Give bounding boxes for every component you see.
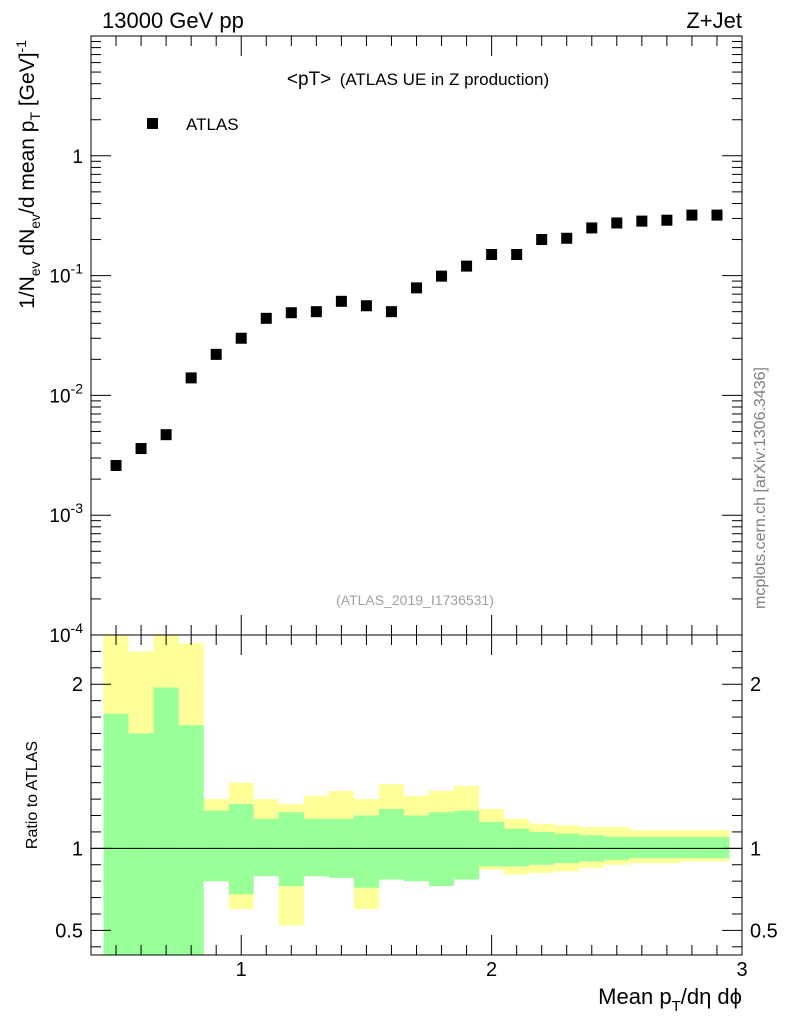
plot-title-main: <pT> (287, 69, 331, 90)
y-tick-label: 10-1 (49, 261, 83, 288)
data-point (235, 332, 247, 344)
data-point (436, 270, 448, 282)
plot-title-sub: (ATLAS UE in Z production) (340, 70, 549, 89)
inner-band-bin (128, 733, 154, 955)
process-header: Z+Jet (686, 8, 742, 33)
data-point (461, 260, 473, 272)
inner-band-bin (679, 836, 705, 859)
ratio-y-tick-label-right: 2 (750, 674, 761, 696)
data-point (561, 232, 573, 244)
data-point (661, 214, 673, 226)
inner-band-bin (479, 822, 505, 867)
ratio-y-axis-label: Ratio to ATLAS (24, 741, 41, 849)
legend-marker (147, 118, 158, 129)
data-point (360, 300, 372, 312)
data-point (335, 295, 347, 307)
inner-band-bin (429, 812, 455, 887)
data-point (486, 249, 498, 261)
data-point (260, 312, 272, 324)
data-point (636, 215, 648, 227)
data-point (385, 306, 397, 318)
plot-title: <pT> (ATLAS UE in Z production) (287, 69, 549, 90)
ratio-uncertainty-bands (103, 635, 730, 955)
inner-band-bin (228, 804, 254, 895)
data-point (686, 209, 698, 221)
inner-band-bin (504, 828, 530, 867)
y-tick-label: 10-4 (49, 620, 83, 647)
main-y-tick-labels: 10-4 10-3 10-2 10-1 1 (49, 147, 83, 647)
analysis-watermark: (ATLAS_2019_I1736531) (336, 592, 494, 608)
ratio-panel: 0.5 0.5 1 1 2 2 1 2 3 Ratio to ATLAS Mean pT/dη … (24, 634, 778, 1015)
main-y-axis-ticks (91, 40, 742, 636)
legend-label: ATLAS (186, 115, 239, 134)
ratio-y-tick-label-right: 1 (750, 838, 761, 860)
inner-band-bin (353, 815, 379, 888)
data-point (586, 222, 598, 234)
x-tick-label: 3 (736, 959, 747, 981)
data-point (160, 429, 172, 441)
inner-band-bin (203, 810, 229, 882)
y-tick-label: 1 (72, 147, 83, 168)
inner-band-bin (629, 836, 655, 859)
ratio-y-tick-label-right: 0.5 (750, 920, 778, 942)
inner-band-bin (153, 687, 179, 955)
inner-band-bin (654, 836, 680, 859)
x-tick-label: 1 (236, 959, 247, 981)
inner-band-bin (303, 818, 329, 877)
ratio-axis-ticks (90, 634, 743, 955)
inner-band-bin (378, 808, 404, 880)
inner-band-bin (103, 713, 129, 955)
x-axis-label: Mean pT/dη dϕ (598, 984, 742, 1015)
y-tick-label: 10-3 (49, 500, 83, 527)
ratio-y-tick-label: 0.5 (55, 920, 83, 942)
inner-band-bin (704, 836, 730, 859)
energy-header: 13000 GeV pp (102, 8, 244, 33)
inner-band-bin (278, 812, 304, 887)
inner-band-bin (454, 810, 480, 880)
y-tick-label: 10-2 (49, 380, 83, 407)
data-point (411, 282, 422, 294)
ratio-y-tick-label: 2 (72, 674, 83, 696)
x-tick-label: 2 (486, 959, 497, 981)
main-y-axis-label: 1/Nev dNev/d mean pT [GeV]-1 (13, 40, 43, 309)
main-panel: 10-4 10-3 10-2 10-1 1 <pT> (ATLAS UE in Z pr… (13, 35, 743, 647)
atlas-data-points (110, 209, 723, 471)
data-point (210, 348, 222, 360)
side-label: mcplots.cern.ch [arXiv:1306.3436] (752, 367, 769, 609)
data-point (285, 307, 297, 319)
ratio-y-tick-label: 1 (72, 838, 83, 860)
data-point (536, 234, 548, 246)
data-point (611, 217, 623, 229)
data-point (135, 443, 147, 455)
inner-band-bin (178, 725, 204, 955)
data-point (185, 372, 197, 384)
main-x-axis-ticks (90, 36, 743, 635)
data-point (110, 459, 122, 471)
data-point (711, 209, 723, 221)
ratio-tick-labels: 0.5 0.5 1 1 2 2 1 2 3 (55, 674, 778, 981)
data-point (511, 249, 523, 261)
inner-band-bin (253, 818, 279, 877)
data-point (310, 306, 322, 318)
